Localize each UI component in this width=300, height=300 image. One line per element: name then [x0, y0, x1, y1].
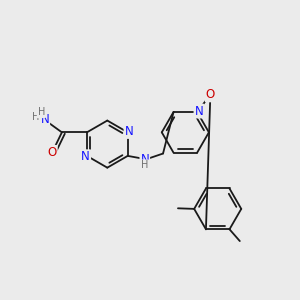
Text: O: O: [206, 88, 215, 101]
Text: N: N: [194, 105, 203, 118]
Text: N: N: [140, 153, 149, 166]
Text: N: N: [81, 150, 90, 163]
Text: N: N: [124, 125, 133, 138]
Text: H: H: [32, 112, 40, 122]
Text: N: N: [40, 113, 49, 127]
Text: O: O: [47, 146, 57, 159]
Text: H: H: [38, 107, 45, 117]
Text: H: H: [141, 160, 148, 170]
